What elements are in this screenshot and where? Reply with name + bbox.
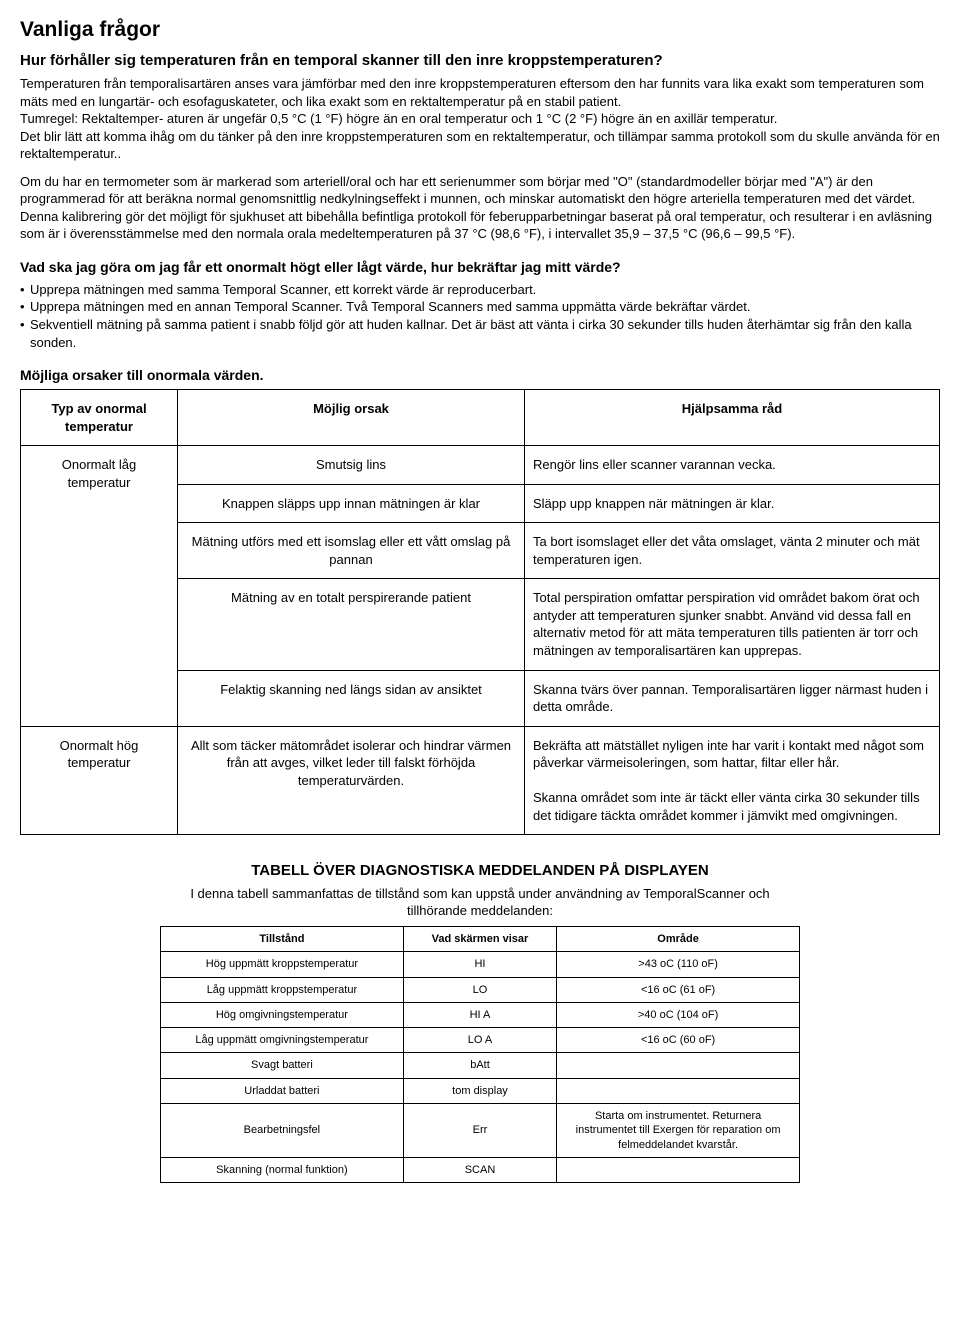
cell-cause: Knappen släpps upp innan mätningen är kl… [178,484,525,523]
diag-cond: Låg uppmätt kroppstemperatur [161,977,404,1002]
cell-cause: Mätning av en totalt perspirerande patie… [178,579,525,670]
q1-para2: Tumregel: Rektaltemper- aturen är ungefä… [20,111,777,126]
diag-range: <16 oC (61 oF) [557,977,800,1002]
diag-screen: SCAN [403,1157,556,1182]
q1-heading: Hur förhåller sig temperaturen från en t… [20,52,940,69]
diag-screen: bAtt [403,1053,556,1078]
diag-cond: Hög omgivningstemperatur [161,1002,404,1027]
cell-advice: Total perspiration omfattar perspiration… [525,579,940,670]
diag-cond: Bearbetningsfel [161,1104,404,1158]
diag-screen: LO A [403,1028,556,1053]
q1-para1: Temperaturen från temporalisartären anse… [20,76,924,109]
diag-range [557,1053,800,1078]
diag-screen: HI A [403,1002,556,1027]
cell-cause: Smutsig lins [178,446,525,485]
diag-subtitle: I denna tabell sammanfattas de tillstånd… [160,885,800,920]
diag-title: TABELL ÖVER DIAGNOSTISKA MEDDELANDEN PÅ … [160,861,800,881]
diag-cond: Hög uppmätt kroppstemperatur [161,952,404,977]
causes-heading: Möjliga orsaker till onormala värden. [20,367,940,383]
th-type: Typ av onormal temperatur [21,390,178,446]
diag-range [557,1078,800,1103]
th-advice: Hjälpsamma råd [525,390,940,446]
q1-para4: Om du har en termometer som är markerad … [20,173,940,243]
diag-screen: LO [403,977,556,1002]
q2-bullet: Sekventiell mätning på samma patient i s… [20,316,940,351]
cell-advice: Skanna tvärs över pannan. Temporalisartä… [525,670,940,726]
cell-advice: Bekräfta att mätstället nyligen inte har… [525,726,940,835]
diag-range: >40 oC (104 oF) [557,1002,800,1027]
q2-heading: Vad ska jag göra om jag får ett onormalt… [20,259,940,275]
row-low-label: Onormalt låg temperatur [21,446,178,726]
q2-bullets: Upprepa mätningen med samma Temporal Sca… [20,281,940,351]
page-title: Vanliga frågor [20,18,940,42]
diag-cond: Urladdat batteri [161,1078,404,1103]
abnormal-table: Typ av onormal temperatur Möjlig orsak H… [20,389,940,835]
row-high-label: Onormalt hög temperatur [21,726,178,835]
cell-advice: Rengör lins eller scanner varannan vecka… [525,446,940,485]
diag-th-condition: Tillstånd [161,927,404,952]
diag-cond: Svagt batteri [161,1053,404,1078]
cell-advice: Ta bort isomslaget eller det våta omslag… [525,523,940,579]
diag-range: Starta om instrumentet. Returnera instru… [557,1104,800,1158]
diag-th-range: Område [557,927,800,952]
cell-advice: Släpp upp knappen när mätningen är klar. [525,484,940,523]
cell-cause: Allt som täcker mätområdet isolerar och … [178,726,525,835]
diag-range: <16 oC (60 oF) [557,1028,800,1053]
diag-range: >43 oC (110 oF) [557,952,800,977]
diagnostic-table: Tillstånd Vad skärmen visar Område Hög u… [160,926,800,1183]
diag-screen: Err [403,1104,556,1158]
diag-th-screen: Vad skärmen visar [403,927,556,952]
q2-bullet: Upprepa mätningen med en annan Temporal … [20,298,940,316]
diag-range [557,1157,800,1182]
cell-cause: Felaktig skanning ned längs sidan av ans… [178,670,525,726]
diagnostic-section: TABELL ÖVER DIAGNOSTISKA MEDDELANDEN PÅ … [160,861,800,1183]
diag-screen: HI [403,952,556,977]
q2-bullet: Upprepa mätningen med samma Temporal Sca… [20,281,940,299]
th-cause: Möjlig orsak [178,390,525,446]
cell-cause: Mätning utförs med ett isomslag eller et… [178,523,525,579]
diag-screen: tom display [403,1078,556,1103]
q1-body: Temperaturen från temporalisartären anse… [20,75,940,163]
diag-cond: Låg uppmätt omgivningstemperatur [161,1028,404,1053]
diag-cond: Skanning (normal funktion) [161,1157,404,1182]
q1-para3: Det blir lätt att komma ihåg om du tänke… [20,129,940,162]
